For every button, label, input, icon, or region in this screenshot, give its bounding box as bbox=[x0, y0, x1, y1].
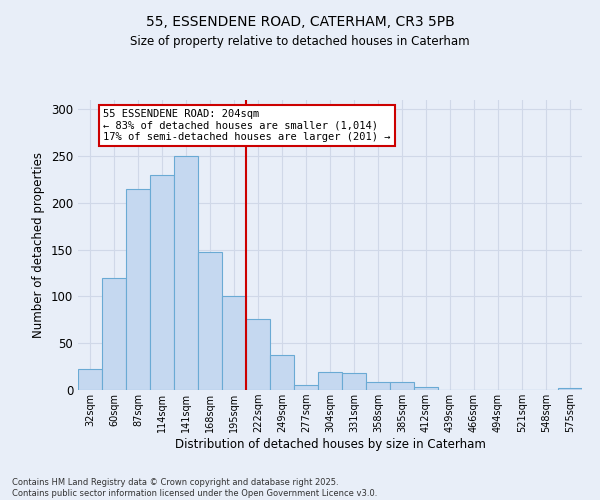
Text: Size of property relative to detached houses in Caterham: Size of property relative to detached ho… bbox=[130, 35, 470, 48]
Text: Contains HM Land Registry data © Crown copyright and database right 2025.
Contai: Contains HM Land Registry data © Crown c… bbox=[12, 478, 377, 498]
Bar bbox=[390, 382, 414, 390]
X-axis label: Distribution of detached houses by size in Caterham: Distribution of detached houses by size … bbox=[175, 438, 485, 451]
Bar bbox=[558, 388, 582, 390]
Bar bbox=[102, 278, 126, 390]
Bar bbox=[78, 370, 102, 390]
Bar bbox=[366, 382, 390, 390]
Bar bbox=[414, 387, 438, 390]
Text: 55 ESSENDENE ROAD: 204sqm
← 83% of detached houses are smaller (1,014)
17% of se: 55 ESSENDENE ROAD: 204sqm ← 83% of detac… bbox=[103, 108, 391, 142]
Bar bbox=[342, 373, 366, 390]
Bar bbox=[174, 156, 198, 390]
Bar bbox=[198, 252, 222, 390]
Bar bbox=[294, 386, 318, 390]
Bar bbox=[126, 189, 150, 390]
Bar bbox=[318, 372, 342, 390]
Y-axis label: Number of detached properties: Number of detached properties bbox=[32, 152, 46, 338]
Text: 55, ESSENDENE ROAD, CATERHAM, CR3 5PB: 55, ESSENDENE ROAD, CATERHAM, CR3 5PB bbox=[146, 15, 454, 29]
Bar bbox=[150, 175, 174, 390]
Bar bbox=[246, 319, 270, 390]
Bar bbox=[222, 296, 246, 390]
Bar bbox=[270, 356, 294, 390]
